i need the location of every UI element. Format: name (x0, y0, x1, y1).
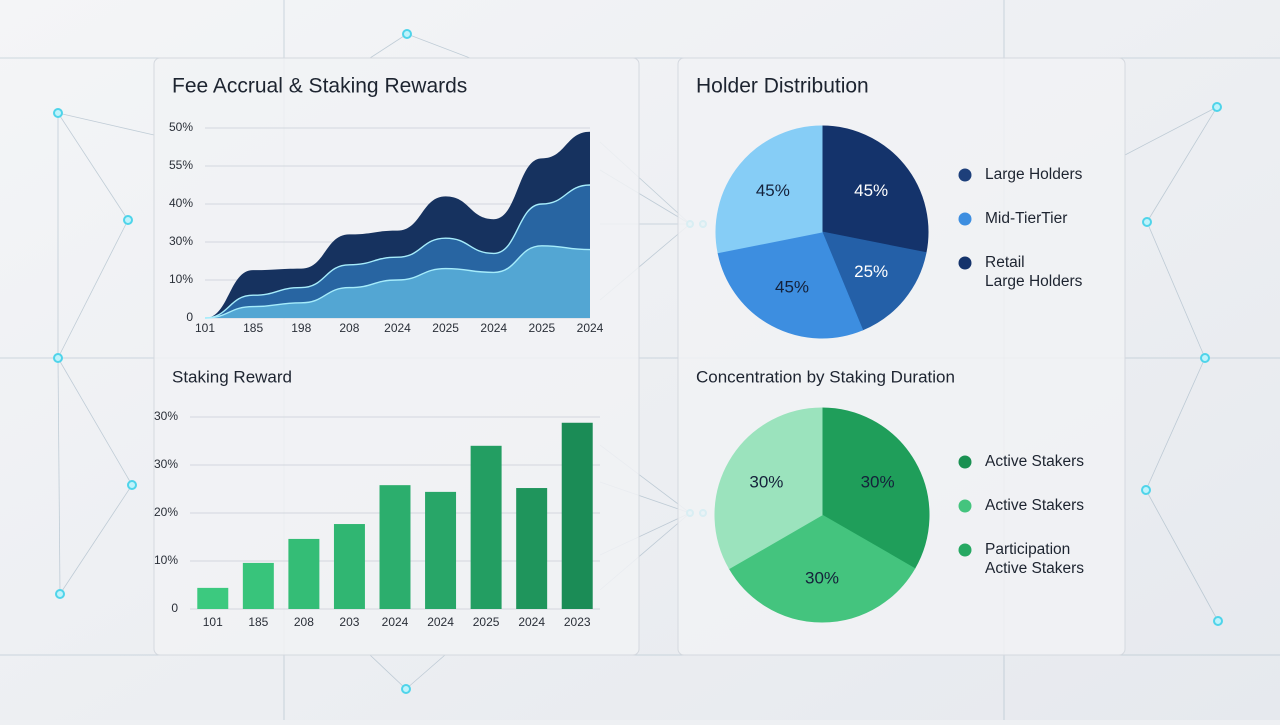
slice-label: 30% (805, 569, 839, 588)
x-tick-label: 185 (248, 615, 268, 629)
legend-swatch (958, 499, 972, 513)
slice-label: 45% (854, 181, 888, 200)
x-tick-label: 185 (243, 321, 263, 335)
slice-label: 30% (749, 472, 783, 491)
area-line (204, 245, 591, 319)
legend-swatch (958, 256, 972, 270)
x-tick-label: 208 (294, 615, 314, 629)
y-tick-label: 10% (154, 553, 178, 567)
legend-label: Participation (985, 541, 1070, 558)
bar (470, 445, 502, 609)
y-tick-label: 40% (169, 196, 193, 210)
x-tick-label: 2024 (384, 321, 411, 335)
pie-slice (821, 125, 929, 254)
x-tick-label: 2025 (529, 321, 556, 335)
x-tick-label: 2025 (432, 321, 459, 335)
y-tick-label: 30% (169, 234, 193, 248)
slice-label: 25% (854, 262, 888, 281)
bar (425, 491, 457, 609)
x-tick-label: 2024 (577, 321, 604, 335)
slice-label: 45% (775, 278, 809, 297)
chart-title: Staking Reward (172, 367, 292, 386)
x-tick-label: 101 (203, 615, 223, 629)
x-tick-label: 2024 (480, 321, 507, 335)
y-tick-label: 30% (154, 457, 178, 471)
chart-title: Concentration by Staking Duration (696, 367, 955, 386)
y-tick-label: 0 (186, 310, 193, 324)
y-tick-label: 20% (154, 505, 178, 519)
legend-swatch (958, 543, 972, 557)
legend-swatch (958, 455, 972, 469)
y-tick-label: 10% (169, 272, 193, 286)
charts: Fee Accrual & Staking Rewards 0 10% 30% 40% 5… (154, 75, 1084, 630)
x-tick-label: 2025 (473, 615, 500, 629)
area-line (204, 184, 591, 319)
pie-slice (821, 407, 930, 570)
pie-slice (714, 407, 823, 570)
legend-label: Mid-TierTier (985, 210, 1067, 227)
legend-swatch (958, 168, 972, 182)
bar (242, 562, 274, 609)
area (205, 245, 590, 318)
legend-label: Active Stakers (985, 560, 1084, 577)
x-tick-label: 203 (339, 615, 359, 629)
slice-label: 45% (756, 181, 790, 200)
x-tick-label: 2024 (518, 615, 545, 629)
bar (516, 488, 548, 609)
x-tick-label: 101 (195, 321, 215, 335)
x-tick-label: 2024 (382, 615, 409, 629)
pie-slice (821, 231, 927, 331)
pie-slice (717, 231, 864, 339)
bar (288, 538, 320, 609)
chart-title: Fee Accrual & Staking Rewards (172, 75, 467, 98)
legend-label: Active Stakers (985, 453, 1084, 470)
legend-label: Active Stakers (985, 497, 1084, 514)
x-tick-label: 198 (291, 321, 311, 335)
legend-label: Large Holders (985, 166, 1083, 183)
bar (561, 422, 593, 609)
pie-slice (715, 125, 823, 254)
y-tick-label: 30% (154, 409, 178, 423)
x-tick-label: 2024 (427, 615, 454, 629)
y-tick-label: 55% (169, 158, 193, 172)
chart-title: Holder Distribution (696, 75, 869, 98)
y-tick-label: 0 (171, 601, 178, 615)
x-tick-label: 2023 (564, 615, 591, 629)
bar (379, 485, 411, 609)
bar (333, 524, 365, 609)
slice-label: 30% (861, 472, 895, 491)
legend-swatch (958, 212, 972, 226)
legend-label: Large Holders (985, 273, 1083, 290)
x-tick-label: 208 (339, 321, 359, 335)
bar (197, 587, 229, 609)
legend-label: Retail (985, 254, 1025, 271)
y-tick-label: 50% (169, 120, 193, 134)
